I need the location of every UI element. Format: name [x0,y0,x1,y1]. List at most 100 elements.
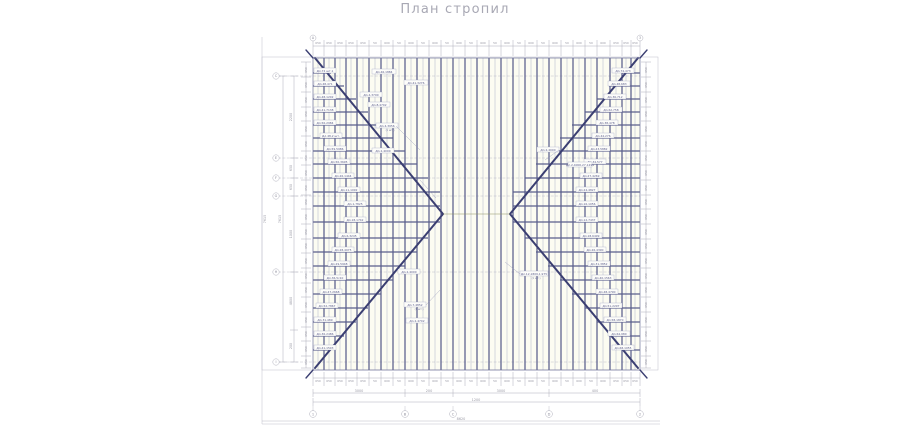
svg-text:650: 650 [644,214,648,220]
svg-text:50: 50 [565,379,569,383]
right-dimension-chain [641,61,651,369]
grid-bubble-D: D [548,412,551,416]
svg-text:Дл.43,5882: Дл.43,5882 [591,147,608,151]
label-leader-lines [395,125,560,306]
svg-text:600: 600 [504,41,510,45]
svg-text:Дл.36,5c10: Дл.36,5c10 [327,276,344,280]
svg-text:Дл.4,3956: Дл.4,3956 [379,124,394,128]
svg-text:650: 650 [644,273,648,279]
svg-text:50: 50 [517,379,521,383]
svg-text:600: 600 [384,379,390,383]
svg-text:Дл.24,4827: Дл.24,4827 [579,188,596,192]
grid-bubble-top-3: 3 [639,36,641,40]
svg-text:650: 650 [613,379,619,383]
svg-text:Дл.48,4790: Дл.48,4790 [599,290,616,294]
grid-bubble-left-H: H [275,270,278,274]
member-labels-center: Дл.46,1884 Дл.41,3276 Дл.4,3790 Дл.8,470… [359,68,594,324]
svg-text:600: 600 [408,379,414,383]
svg-text:600: 600 [456,41,462,45]
svg-text:50: 50 [469,41,473,45]
svg-text:650: 650 [360,379,366,383]
svg-text:650: 650 [337,41,343,45]
svg-text:Дл.41,7138: Дл.41,7138 [317,108,334,112]
left-extent-label: 7615 [263,215,267,223]
svg-text:650: 650 [304,170,308,176]
svg-text:650: 650 [644,359,648,365]
svg-text:650: 650 [644,170,648,176]
qty-note-1: (1 шт.) [386,128,395,132]
svg-text:650: 650 [315,41,321,45]
left-span-values: 2200 650 650 1000 4800 200 [289,113,293,349]
svg-text:650: 650 [644,229,648,235]
grid-bubble-left-G: G [275,194,278,198]
svg-text:600: 600 [552,41,558,45]
svg-text:50: 50 [373,41,377,45]
svg-text:Дл.16,1056: Дл.16,1056 [579,202,596,206]
svg-text:Дл.48,471: Дл.48,471 [317,82,332,86]
svg-text:600: 600 [480,379,486,383]
svg-text:50: 50 [541,41,545,45]
svg-text:400: 400 [592,389,598,393]
svg-text:Дл.41,1503: Дл.41,1503 [317,346,334,350]
svg-text:650: 650 [304,111,308,117]
svg-text:Дл.48,683: Дл.48,683 [611,82,626,86]
svg-text:650: 650 [644,126,648,132]
svg-text:650: 650 [337,379,343,383]
grid-bubble-left-I: I [276,360,277,364]
bottom-span-values: 3000 200 3000 400 [355,389,599,393]
svg-text:650: 650 [304,199,308,205]
svg-text:650: 650 [304,82,308,88]
hip-rafter-top-left [314,57,444,215]
grid-bubble-C: C [452,412,455,416]
bottom-grid-axes: 1 B C D 2 [309,406,644,418]
svg-text:Дл.11,1092: Дл.11,1092 [341,188,358,192]
svg-text:50: 50 [493,41,497,45]
svg-text:Дл.72 шт.1: Дл.72 шт.1 [317,69,334,73]
svg-text:50: 50 [421,379,425,383]
svg-text:50: 50 [421,41,425,45]
svg-text:Дл.74,473: Дл.74,473 [615,69,630,73]
svg-text:Дл.58,1870: Дл.58,1870 [607,318,624,322]
svg-text:Дл.47,2668: Дл.47,2668 [323,290,340,294]
svg-text:Дл.48,1202: Дл.48,1202 [317,95,334,99]
svg-text:Дл.2,4000: Дл.2,4000 [540,148,555,152]
svg-text:Дл.2,4000: Дл.2,4000 [375,149,390,153]
left-dimension-values: 650 650 650 650 650 650 650 650 650 650 … [304,67,308,365]
svg-text:650: 650 [613,41,619,45]
svg-text:650: 650 [623,379,629,383]
svg-text:Дл.1,7825: Дл.1,7825 [347,202,362,206]
svg-text:Дл.46,1884: Дл.46,1884 [376,70,393,74]
svg-text:650: 650 [644,317,648,323]
svg-text:650: 650 [304,331,308,337]
svg-text:600: 600 [528,41,534,45]
svg-text:650: 650 [326,379,332,383]
svg-text:650: 650 [304,243,308,249]
svg-text:650: 650 [644,302,648,308]
svg-text:650: 650 [360,41,366,45]
corner-grid-bubbles: A 3 [309,34,644,42]
svg-text:Дл.34,577: Дл.34,577 [587,160,602,164]
svg-text:650: 650 [304,229,308,235]
svg-text:Дл.6,3245: Дл.6,3245 [341,234,356,238]
svg-text:650: 650 [348,379,354,383]
svg-text:Дл.36,2486: Дл.36,2486 [317,332,334,336]
svg-text:Дл.56,2984: Дл.56,2984 [317,121,334,125]
svg-text:Дл.52,7867: Дл.52,7867 [319,304,336,308]
svg-text:600: 600 [552,379,558,383]
svg-text:600: 600 [504,379,510,383]
roof-outline [312,57,641,371]
svg-text:650: 650 [644,199,648,205]
svg-text:50: 50 [445,379,449,383]
svg-text:650: 650 [304,346,308,352]
svg-text:650: 650 [644,155,648,161]
svg-text:50: 50 [445,41,449,45]
svg-text:600: 600 [600,41,606,45]
svg-text:200: 200 [426,389,432,393]
svg-text:600: 600 [576,379,582,383]
svg-text:650: 650 [304,302,308,308]
svg-text:Дл.26,4390: Дл.26,4390 [587,248,604,252]
svg-text:650: 650 [623,41,629,45]
svg-text:Дл.68,1055: Дл.68,1055 [615,346,632,350]
svg-text:Дл.27,4269: Дл.27,4269 [583,174,600,178]
